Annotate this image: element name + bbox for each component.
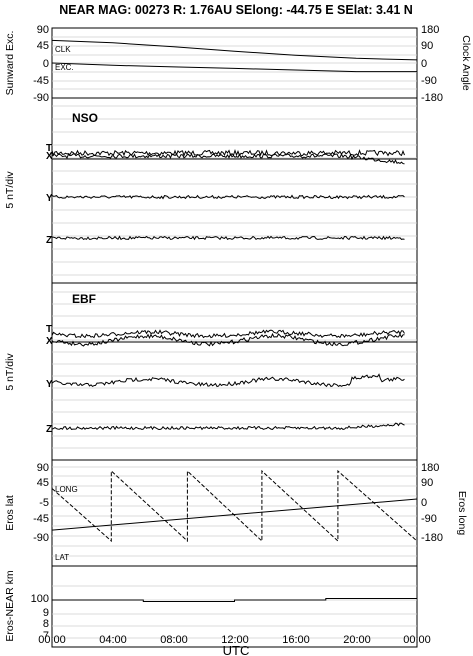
nso-y-label: Y — [46, 193, 53, 204]
long-label: LONG — [55, 485, 78, 494]
series-long-line — [51, 469, 418, 543]
eros-long-tick: 90 — [421, 477, 433, 489]
clock-tick: -90 — [421, 75, 437, 87]
eros-long-ylabel: Eros long — [456, 491, 468, 536]
nso-t-trace — [51, 149, 405, 157]
data-traces — [51, 39, 418, 602]
ebf-x-label: X — [46, 336, 53, 347]
series-distance-line — [52, 598, 417, 602]
eros-long-tick: -90 — [421, 513, 437, 525]
distance-tick: 9 — [43, 607, 49, 619]
ebf-z-label: Z — [46, 424, 52, 435]
x-axis-title: UTC — [223, 643, 250, 656]
x-tick-label: 16:00 — [282, 634, 310, 646]
exc-label: EXC. — [55, 63, 74, 72]
distance-ylabel: Eros-NEAR km — [4, 570, 16, 641]
x-tick-label: 12:00 — [221, 634, 249, 646]
clock-tick: 180 — [421, 24, 439, 36]
clk-label: CLK — [55, 45, 71, 54]
nso-ylabel: 5 nT/div — [4, 171, 16, 209]
ebf-z-trace — [51, 422, 405, 431]
panel-ebf-frame — [51, 282, 418, 461]
eros-long-tick: 180 — [421, 462, 439, 474]
ebf-t-label: T — [46, 324, 52, 335]
x-axis: 00:00 04:00 08:00 12:00 16:00 20:00 00:0… — [38, 634, 431, 646]
x-tick-label: 08:00 — [160, 634, 188, 646]
eros-lat-tick: -5 — [39, 497, 49, 509]
nso-x-label: X — [46, 151, 53, 162]
plot-title: NEAR MAG: 00273 R: 1.76AU SElong: -44.75… — [59, 3, 413, 17]
sunward-tick: 0 — [43, 58, 49, 70]
distance-tick: 8 — [43, 618, 49, 630]
nso-label: NSO — [72, 111, 98, 125]
clock-angle-ylabel: Clock Angle — [460, 35, 472, 91]
eros-lat-tick: 90 — [37, 462, 49, 474]
nso-t-label: T — [46, 143, 52, 154]
ebf-y-trace — [51, 373, 405, 388]
eros-lat-ylabel: Eros lat — [4, 495, 16, 531]
x-tick-label: 00:00 — [403, 634, 431, 646]
clock-tick: 90 — [421, 40, 433, 52]
clock-tick: -180 — [421, 92, 443, 104]
sunward-ylabel: Sunward Exc. — [4, 31, 16, 96]
ebf-x-trace — [51, 332, 405, 347]
sunward-tick: -45 — [33, 75, 49, 87]
nso-z-label: Z — [46, 235, 52, 246]
nso-z-trace — [51, 235, 405, 241]
nso-x-trace — [51, 153, 405, 165]
x-tick-label: 00:00 — [38, 634, 66, 646]
sunward-tick: 45 — [37, 40, 49, 52]
panel-nso-frame — [51, 97, 418, 284]
sunward-tick: 90 — [37, 24, 49, 36]
x-tick-label: 20:00 — [343, 634, 371, 646]
distance-tick: 100 — [31, 593, 49, 605]
ebf-ylabel: 5 nT/div — [4, 353, 16, 391]
ebf-label: EBF — [72, 292, 96, 306]
eros-long-tick: 0 — [421, 497, 427, 509]
eros-lat-tick: -90 — [33, 532, 49, 544]
distance-tick: 7 — [43, 630, 49, 642]
x-tick-label: 04:00 — [99, 634, 127, 646]
nso-y-trace — [51, 194, 405, 200]
eros-long-tick: -180 — [421, 532, 443, 544]
sunward-tick: -90 — [33, 92, 49, 104]
ebf-t-trace — [51, 329, 405, 339]
series-clk-line — [51, 39, 418, 61]
eros-lat-tick: 45 — [37, 477, 49, 489]
clock-tick: 0 — [421, 58, 427, 70]
series-lat-line — [51, 498, 418, 531]
ebf-y-label: Y — [46, 379, 53, 390]
lat-label: LAT — [55, 553, 69, 562]
series-exc-line — [51, 62, 417, 73]
eros-lat-tick: -45 — [33, 513, 49, 525]
panel-distance-frame — [51, 565, 418, 648]
grid-lines — [52, 36, 417, 639]
